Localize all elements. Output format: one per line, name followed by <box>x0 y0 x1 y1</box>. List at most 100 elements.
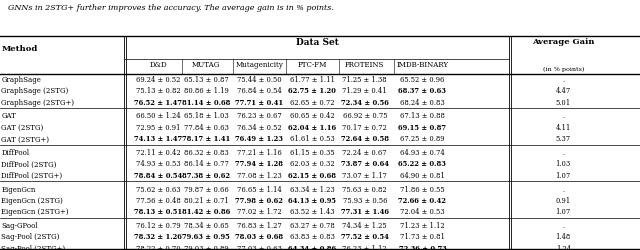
Text: 72.04 ± 0.53: 72.04 ± 0.53 <box>400 208 445 216</box>
Text: 72.95 ± 0.91: 72.95 ± 0.91 <box>136 124 180 132</box>
Text: 60.65 ± 0.42: 60.65 ± 0.42 <box>290 112 335 120</box>
Text: 62.04 ± 1.16: 62.04 ± 1.16 <box>288 124 337 132</box>
Text: 86.14 ± 0.77: 86.14 ± 0.77 <box>184 160 228 168</box>
Text: 61.61 ± 0.53: 61.61 ± 0.53 <box>290 135 335 143</box>
Text: 87.38 ± 0.62: 87.38 ± 0.62 <box>182 172 230 180</box>
Text: 77.56 ± 0.48: 77.56 ± 0.48 <box>136 197 180 205</box>
Text: D&D: D&D <box>149 61 167 69</box>
Text: 71.86 ± 0.55: 71.86 ± 0.55 <box>400 186 445 194</box>
Text: 76.52 ± 1.47: 76.52 ± 1.47 <box>134 99 182 107</box>
Text: 78.03 ± 0.68: 78.03 ± 0.68 <box>235 234 284 241</box>
Text: 65.13 ± 0.87: 65.13 ± 0.87 <box>184 76 228 84</box>
Text: 70.17 ± 0.72: 70.17 ± 0.72 <box>342 124 387 132</box>
Text: GAT (2STG+): GAT (2STG+) <box>1 135 49 143</box>
Text: 64.90 ± 0.81: 64.90 ± 0.81 <box>400 172 445 180</box>
Text: 5.37: 5.37 <box>556 135 571 143</box>
Text: 76.65 ± 1.14: 76.65 ± 1.14 <box>237 186 282 194</box>
Text: 61.77 ± 1.11: 61.77 ± 1.11 <box>290 76 335 84</box>
Text: 75.13 ± 0.82: 75.13 ± 0.82 <box>136 88 180 96</box>
Text: PROTEINS: PROTEINS <box>345 61 385 69</box>
Text: .: . <box>562 112 564 120</box>
Text: 80.21 ± 0.71: 80.21 ± 0.71 <box>184 197 228 205</box>
Text: 69.15 ± 0.87: 69.15 ± 0.87 <box>398 124 447 132</box>
Text: 78.17 ± 1.41: 78.17 ± 1.41 <box>182 135 230 143</box>
Text: 62.65 ± 0.72: 62.65 ± 0.72 <box>290 99 335 107</box>
Text: 78.32 ± 1.26: 78.32 ± 1.26 <box>134 234 182 241</box>
Text: 62.75 ± 1.20: 62.75 ± 1.20 <box>289 88 336 96</box>
Text: 64.93 ± 0.74: 64.93 ± 0.74 <box>400 149 445 157</box>
Text: 77.21 ± 1.16: 77.21 ± 1.16 <box>237 149 282 157</box>
Text: Average Gain: Average Gain <box>532 38 595 46</box>
Text: IMDB-BINARY: IMDB-BINARY <box>396 61 449 69</box>
Text: DiffPool (2STG): DiffPool (2STG) <box>1 160 57 168</box>
Text: 62.03 ± 0.32: 62.03 ± 0.32 <box>290 160 335 168</box>
Text: Sag-Pool (2STG): Sag-Pool (2STG) <box>1 234 60 241</box>
Text: .: . <box>562 222 564 230</box>
Text: DiffPool: DiffPool <box>1 149 29 157</box>
Text: 77.84 ± 0.63: 77.84 ± 0.63 <box>184 124 228 132</box>
Text: 76.34 ± 0.52: 76.34 ± 0.52 <box>237 124 282 132</box>
Text: 77.98 ± 0.62: 77.98 ± 0.62 <box>236 197 283 205</box>
Text: 72.36 ± 0.73: 72.36 ± 0.73 <box>399 245 446 250</box>
Text: 63.27 ± 0.78: 63.27 ± 0.78 <box>290 222 335 230</box>
Text: 1.24: 1.24 <box>556 245 571 250</box>
Text: 65.18 ± 1.03: 65.18 ± 1.03 <box>184 112 228 120</box>
Text: 67.13 ± 0.88: 67.13 ± 0.88 <box>400 112 445 120</box>
Text: 64.34 ± 0.86: 64.34 ± 0.86 <box>288 245 337 250</box>
Text: GraphSage: GraphSage <box>1 76 41 84</box>
Text: PTC-FM: PTC-FM <box>298 61 327 69</box>
Text: 80.86 ± 1.19: 80.86 ± 1.19 <box>184 88 228 96</box>
Text: 78.34 ± 0.65: 78.34 ± 0.65 <box>184 222 228 230</box>
Text: Sag-GPool: Sag-GPool <box>1 222 38 230</box>
Text: DiffPool (2STG+): DiffPool (2STG+) <box>1 172 63 180</box>
Text: 62.15 ± 0.68: 62.15 ± 0.68 <box>288 172 337 180</box>
Text: 86.32 ± 0.83: 86.32 ± 0.83 <box>184 149 228 157</box>
Text: 77.52 ± 0.54: 77.52 ± 0.54 <box>341 234 388 241</box>
Text: 81.14 ± 0.68: 81.14 ± 0.68 <box>182 99 230 107</box>
Text: 73.87 ± 0.64: 73.87 ± 0.64 <box>340 160 388 168</box>
Text: 71.23 ± 1.12: 71.23 ± 1.12 <box>400 222 445 230</box>
Text: 76.49 ± 1.23: 76.49 ± 1.23 <box>236 135 283 143</box>
Text: Method: Method <box>1 45 38 53</box>
Text: 77.94 ± 1.28: 77.94 ± 1.28 <box>236 160 284 168</box>
Text: 76.23 ± 0.67: 76.23 ± 0.67 <box>237 112 282 120</box>
Text: MUTAG: MUTAG <box>192 61 220 69</box>
Text: 61.15 ± 0.35: 61.15 ± 0.35 <box>290 149 335 157</box>
Text: 79.63 ± 0.95: 79.63 ± 0.95 <box>182 234 230 241</box>
Text: (in % points): (in % points) <box>543 67 584 72</box>
Text: 63.52 ± 1.43: 63.52 ± 1.43 <box>290 208 335 216</box>
Text: EigenGcn (2STG): EigenGcn (2STG) <box>1 197 63 205</box>
Text: EigenGcn: EigenGcn <box>1 186 36 194</box>
Text: 0.91: 0.91 <box>556 197 571 205</box>
Text: 68.24 ± 0.83: 68.24 ± 0.83 <box>400 99 445 107</box>
Text: 64.13 ± 0.95: 64.13 ± 0.95 <box>288 197 337 205</box>
Text: 1.03: 1.03 <box>556 160 571 168</box>
Text: 78.84 ± 0.54: 78.84 ± 0.54 <box>134 172 182 180</box>
Text: 69.24 ± 0.52: 69.24 ± 0.52 <box>136 76 180 84</box>
Text: 77.02 ± 1.72: 77.02 ± 1.72 <box>237 208 282 216</box>
Text: 76.23 ± 1.12: 76.23 ± 1.12 <box>342 245 387 250</box>
Text: 75.62 ± 0.63: 75.62 ± 0.63 <box>136 186 180 194</box>
Text: 72.66 ± 0.42: 72.66 ± 0.42 <box>399 197 446 205</box>
Text: Sag-Pool (2STG+): Sag-Pool (2STG+) <box>1 245 65 250</box>
Text: 66.92 ± 0.75: 66.92 ± 0.75 <box>342 112 387 120</box>
Text: 4.47: 4.47 <box>556 88 571 96</box>
Text: .: . <box>562 76 564 84</box>
Text: 1.48: 1.48 <box>556 234 571 241</box>
Text: 78.13 ± 0.51: 78.13 ± 0.51 <box>134 208 182 216</box>
Text: 76.12 ± 0.79: 76.12 ± 0.79 <box>136 222 180 230</box>
Text: 72.24 ± 0.67: 72.24 ± 0.67 <box>342 149 387 157</box>
Text: 77.31 ± 1.46: 77.31 ± 1.46 <box>340 208 388 216</box>
Text: GraphSage (2STG+): GraphSage (2STG+) <box>1 99 74 107</box>
Text: 74.13 ± 1.47: 74.13 ± 1.47 <box>134 135 182 143</box>
Text: 4.11: 4.11 <box>556 124 571 132</box>
Text: 1.07: 1.07 <box>556 208 571 216</box>
Text: 74.34 ± 1.25: 74.34 ± 1.25 <box>342 222 387 230</box>
Text: 77.71 ± 0.41: 77.71 ± 0.41 <box>235 99 284 107</box>
Text: 1.07: 1.07 <box>556 172 571 180</box>
Text: 75.44 ± 0.50: 75.44 ± 0.50 <box>237 76 282 84</box>
Text: 72.11 ± 0.42: 72.11 ± 0.42 <box>136 149 180 157</box>
Text: 72.64 ± 0.58: 72.64 ± 0.58 <box>340 135 388 143</box>
Text: 76.84 ± 0.54: 76.84 ± 0.54 <box>237 88 282 96</box>
Text: GAT: GAT <box>1 112 16 120</box>
